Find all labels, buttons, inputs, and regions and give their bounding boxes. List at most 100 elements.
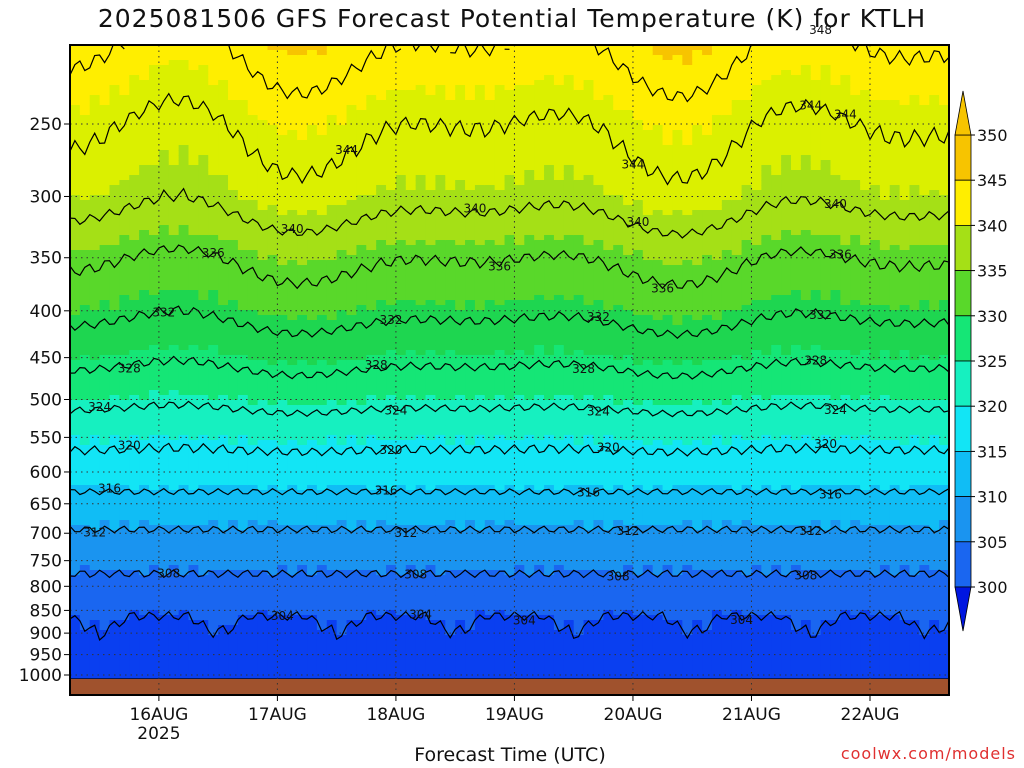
field-cell: [307, 525, 318, 531]
field-cell: [287, 585, 298, 591]
field-cell: [89, 75, 101, 81]
field-cell: [405, 60, 417, 66]
field-cell: [178, 340, 190, 346]
field-cell: [376, 645, 387, 651]
field-cell: [336, 135, 348, 141]
field-cell: [109, 590, 120, 596]
field-cell: [178, 120, 190, 126]
field-cell: [198, 510, 209, 516]
field-cell: [129, 385, 140, 391]
field-cell: [218, 385, 229, 391]
field-cell: [425, 585, 437, 591]
field-cell: [247, 640, 259, 646]
field-cell: [237, 440, 249, 446]
field-cell: [178, 415, 190, 421]
field-cell: [247, 160, 259, 166]
field-cell: [405, 425, 417, 431]
field-cell: [386, 370, 397, 376]
field-cell: [395, 455, 407, 461]
field-cell: [158, 515, 170, 521]
field-cell: [89, 470, 101, 476]
field-cell: [356, 155, 367, 161]
field-cell: [198, 430, 209, 436]
field-cell: [425, 255, 437, 261]
field-cell: [188, 275, 199, 281]
field-cell: [228, 580, 239, 586]
field-cell: [247, 180, 259, 186]
field-cell: [188, 370, 199, 376]
field-cell: [415, 360, 427, 366]
field-cell: [119, 390, 130, 396]
field-cell: [326, 650, 338, 656]
field-cell: [376, 480, 387, 486]
field-cell: [376, 330, 387, 336]
field-cell: [168, 115, 180, 121]
field-cell: [208, 620, 219, 626]
field-cell: [386, 70, 397, 76]
field-cell: [119, 185, 130, 191]
field-cell: [119, 135, 130, 141]
field-cell: [307, 560, 318, 566]
field-cell: [316, 295, 328, 301]
field-cell: [70, 70, 81, 76]
field-cell: [415, 135, 427, 141]
field-cell: [99, 610, 111, 616]
field-cell: [415, 215, 427, 221]
field-cell: [237, 515, 249, 521]
field-cell: [366, 500, 377, 506]
field-cell: [435, 400, 446, 406]
field-cell: [386, 650, 397, 656]
field-cell: [188, 605, 199, 611]
field-cell: [188, 190, 199, 196]
field-cell: [149, 540, 160, 546]
field-cell: [70, 640, 81, 646]
field-cell: [168, 375, 180, 381]
field-cell: [139, 350, 150, 356]
field-cell: [218, 460, 229, 466]
field-cell: [366, 335, 377, 341]
field-cell: [247, 375, 259, 381]
field-cell: [247, 340, 259, 346]
field-cell: [70, 380, 81, 386]
field-cell: [188, 435, 199, 441]
field-cell: [208, 295, 219, 301]
field-cell: [405, 115, 417, 121]
field-cell: [178, 430, 190, 436]
field-cell: [297, 120, 308, 126]
field-cell: [168, 495, 180, 501]
field-cell: [395, 600, 407, 606]
field-cell: [267, 55, 279, 61]
field-cell: [247, 675, 259, 681]
field-cell: [366, 625, 377, 631]
field-cell: [287, 440, 298, 446]
field-cell: [70, 645, 81, 651]
field-cell: [247, 120, 259, 126]
field-cell: [158, 170, 170, 176]
field-cell: [297, 105, 308, 111]
field-cell: [336, 405, 348, 411]
field-cell: [415, 340, 427, 346]
field-cell: [218, 525, 229, 531]
field-cell: [109, 380, 120, 386]
field-cell: [188, 485, 199, 491]
field-cell: [70, 100, 81, 106]
field-cell: [425, 590, 437, 596]
field-cell: [346, 55, 358, 61]
field-cell: [376, 475, 387, 481]
field-cell: [188, 155, 199, 161]
field-cell: [218, 585, 229, 591]
field-cell: [346, 45, 358, 51]
field-cell: [326, 220, 338, 226]
field-cell: [158, 315, 170, 321]
field-cell: [307, 570, 318, 576]
field-cell: [89, 45, 101, 51]
field-cell: [188, 325, 199, 331]
field-cell: [425, 665, 437, 671]
field-cell: [425, 215, 437, 221]
field-cell: [119, 415, 130, 421]
field-cell: [139, 100, 150, 106]
field-cell: [129, 395, 140, 401]
field-cell: [188, 90, 199, 96]
field-cell: [366, 110, 377, 116]
field-cell: [415, 290, 427, 296]
